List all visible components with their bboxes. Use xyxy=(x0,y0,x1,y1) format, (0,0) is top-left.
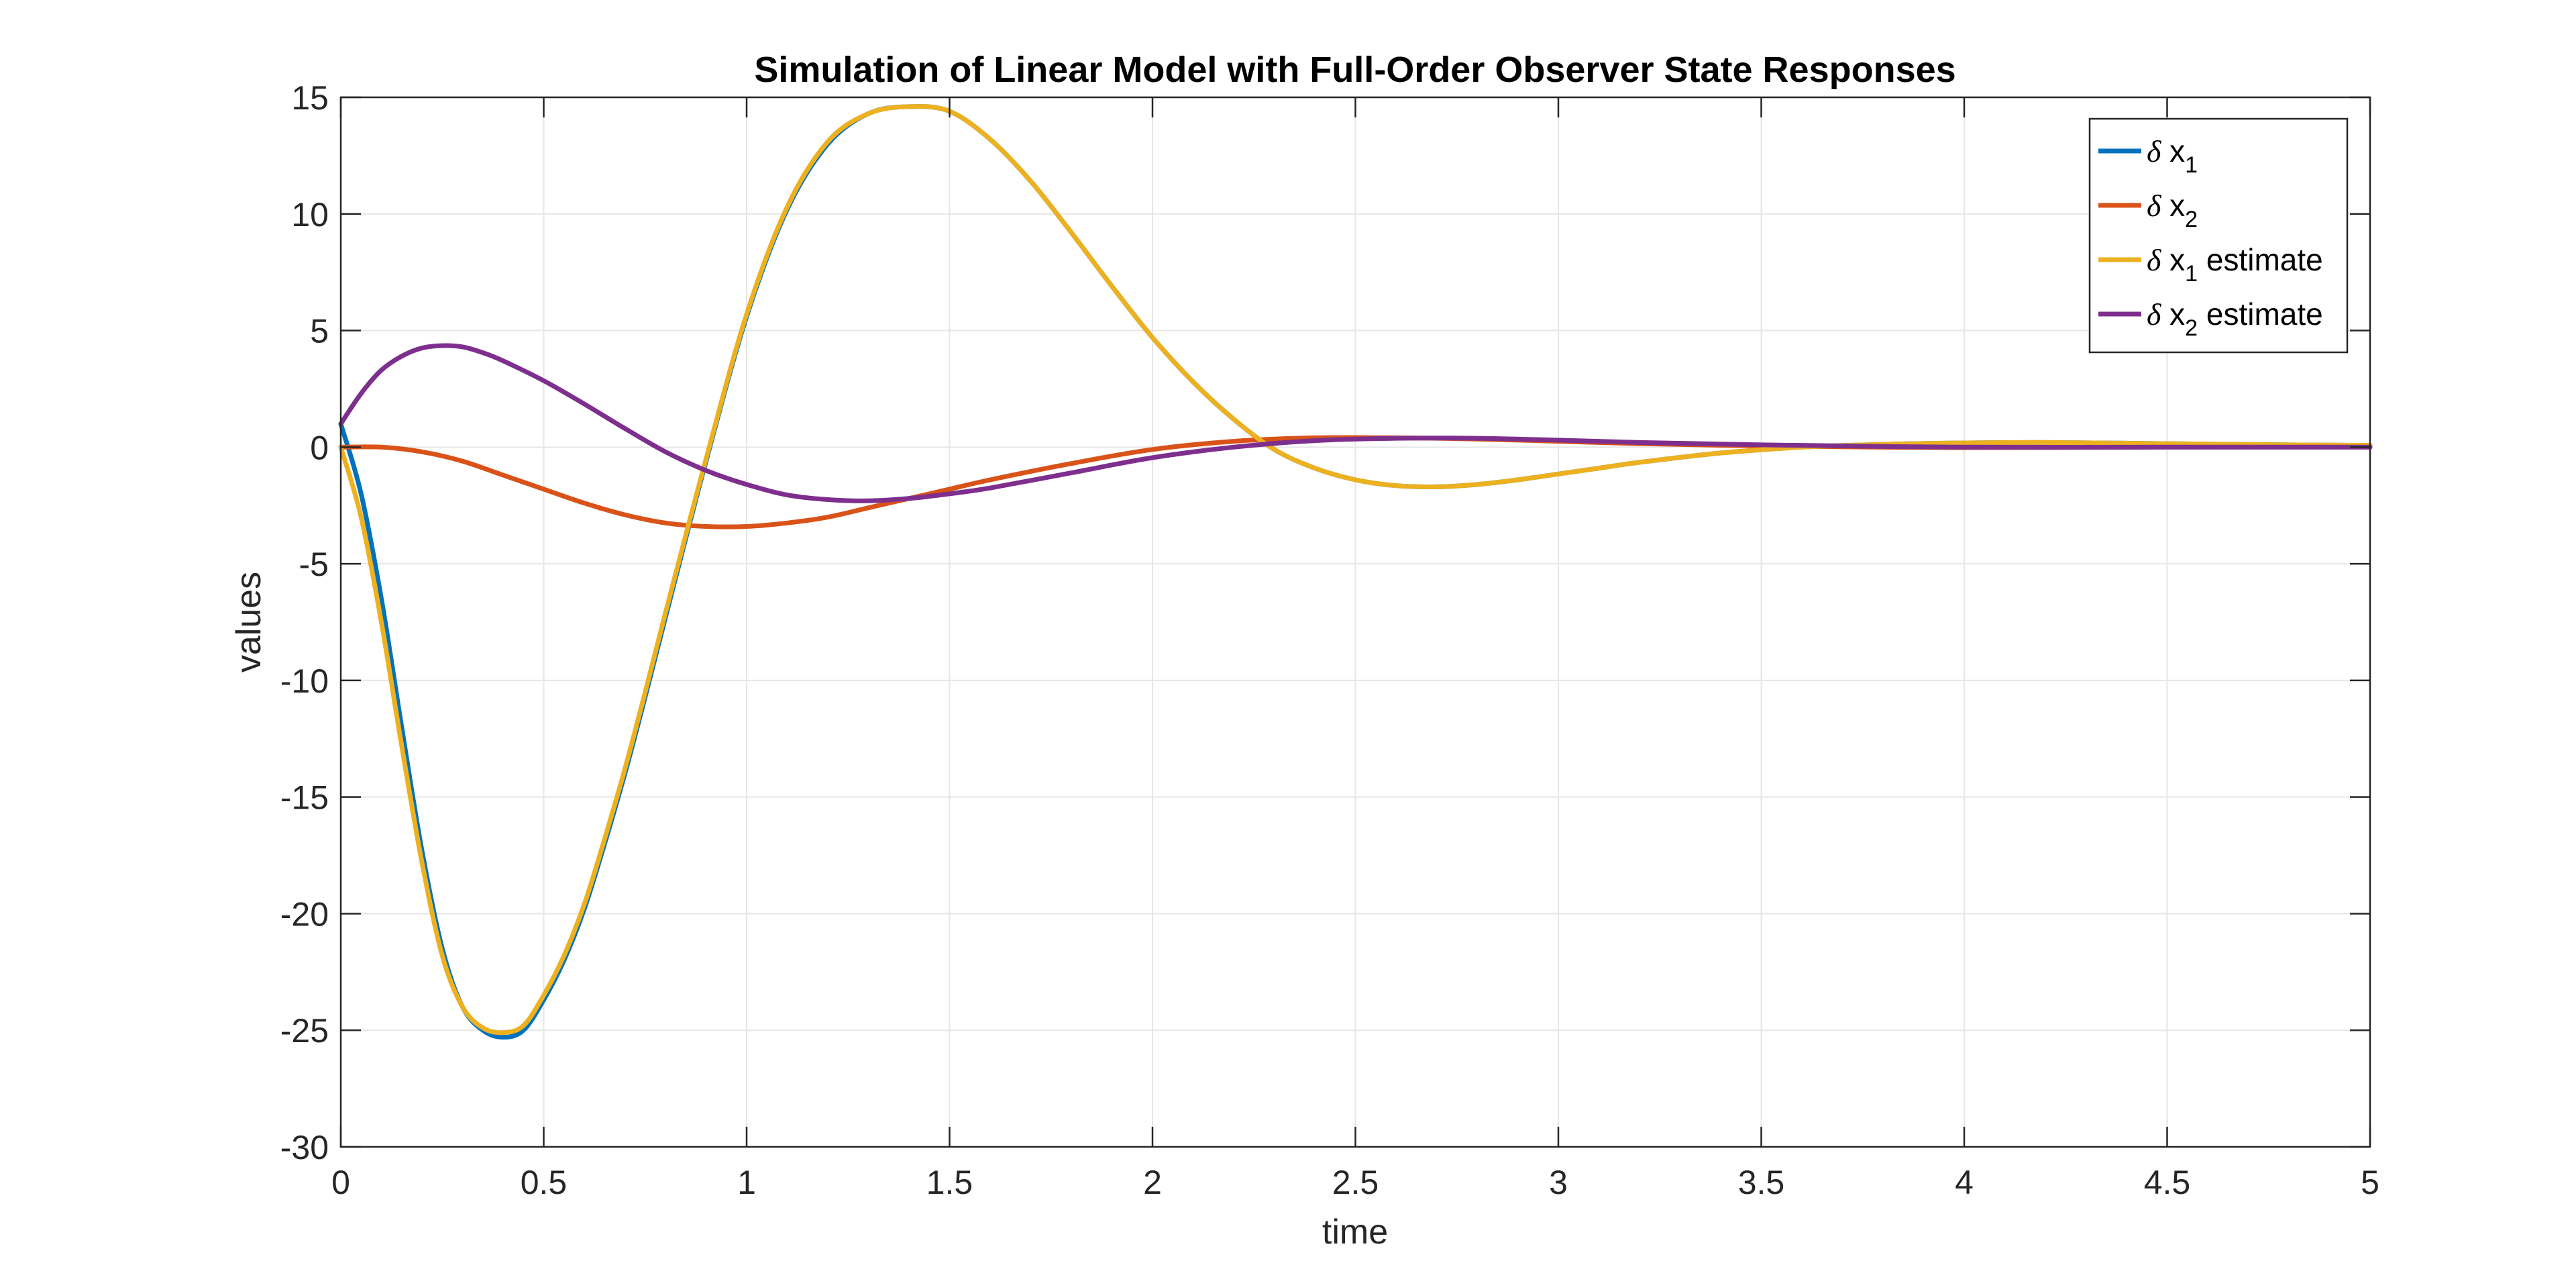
y-tick-label: -20 xyxy=(280,895,329,933)
legend-entry-1: δ x1 xyxy=(2147,134,2198,178)
x-axis-label: time xyxy=(1322,1213,1388,1252)
legend-entry-2: δ x2 xyxy=(2147,188,2198,232)
x-tick-label: 1 xyxy=(737,1164,756,1201)
y-tick-label: -30 xyxy=(280,1129,329,1166)
chart-title: Simulation of Linear Model with Full-Ord… xyxy=(754,50,1955,90)
y-tick-label: -10 xyxy=(280,662,329,700)
legend-box xyxy=(2088,117,2349,354)
legend: δ x1 δ x2 δ x1 estimate δ x2 estimate xyxy=(2088,117,2349,354)
y-tick-label: -25 xyxy=(280,1012,329,1050)
x-tick-label: 0 xyxy=(331,1164,350,1201)
x-tick-label: 4.5 xyxy=(2144,1164,2191,1201)
x-tick-label: 0.5 xyxy=(521,1164,568,1201)
series-line-4 xyxy=(338,343,2373,503)
x-tick-label: 5 xyxy=(2361,1164,2379,1201)
x-tick-label: 3.5 xyxy=(1738,1164,1785,1201)
y-tick-label: -5 xyxy=(299,546,329,583)
tick-labels: 0 0.5 1 1.5 2 2.5 3 3.5 4 4.5 5 -30 -25 -20 -15 -10 -5 0 5… xyxy=(280,79,2379,1201)
series-lines xyxy=(338,104,2373,1040)
y-tick-label: 15 xyxy=(291,79,329,117)
series-line-3 xyxy=(338,104,2373,1035)
y-axis-label: values xyxy=(229,572,268,672)
x-tick-label: 1.5 xyxy=(926,1164,973,1201)
tick-marks xyxy=(339,96,2371,1148)
legend-entry-3: δ x1 estimate xyxy=(2147,242,2323,287)
x-tick-label: 4 xyxy=(1955,1164,1974,1201)
y-tick-label: 10 xyxy=(291,196,329,234)
y-tick-label: 0 xyxy=(310,429,329,466)
x-tick-label: 3 xyxy=(1549,1164,1568,1201)
legend-entry-4: δ x2 estimate xyxy=(2147,297,2323,341)
x-tick-label: 2 xyxy=(1143,1164,1162,1201)
x-tick-label: 2.5 xyxy=(1332,1164,1379,1201)
y-tick-label: -15 xyxy=(280,779,329,817)
y-tick-label: 5 xyxy=(310,313,329,350)
